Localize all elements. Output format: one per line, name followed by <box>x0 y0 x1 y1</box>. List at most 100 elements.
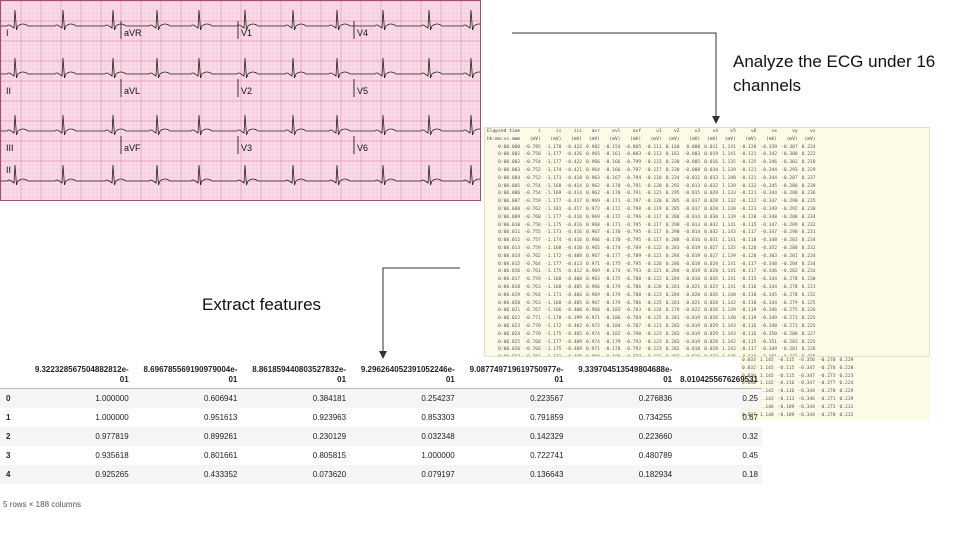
lead-label: III <box>6 143 14 153</box>
raw-cell: -0.122 <box>645 245 662 251</box>
raw-cell: 0.225 <box>801 300 816 306</box>
raw-cell: -1.173 <box>544 230 562 236</box>
raw-cell: 0.282 <box>665 347 680 353</box>
raw-cell: 0.028 <box>704 269 718 275</box>
raw-cell: -0.752 <box>524 167 541 173</box>
raw-cell: -0.123 <box>645 292 662 298</box>
feature-row: 3 0.935618 0.801661 0.805815 1.000000 0.72274… <box>0 446 762 465</box>
raw-cell: -0.184 <box>603 323 621 329</box>
raw-cell: 0.974 <box>586 331 600 337</box>
raw-column-header: iii <box>573 129 583 134</box>
raw-cell: -0.121 <box>645 269 662 275</box>
raw-cell: -0.417 <box>565 206 583 212</box>
raw-cell: 0.028 <box>704 199 718 205</box>
raw-cell: -0.273 <box>781 323 798 329</box>
feature-cell: 0.18 <box>742 470 758 479</box>
raw-ecg-table-overflow: 0.033 1.145 -0.115 -0.350 -0.270 0.229 0.032 1.… <box>740 357 930 421</box>
raw-cell: 0.037 <box>742 412 756 418</box>
raw-cell: 0.230 <box>801 277 816 283</box>
raw-cell: -1.168 <box>544 277 562 283</box>
raw-cell: -0.121 <box>645 323 662 329</box>
raw-cell: -1.168 <box>544 284 562 290</box>
raw-cell: -0.759 <box>524 277 541 283</box>
raw-cell: -0.120 <box>645 261 662 267</box>
raw-table-row: 0:00.010 -0.758 -1.175 -0.416 0.968 -0.171 -0.… <box>485 222 818 230</box>
raw-cell: -0.352 <box>760 245 778 251</box>
raw-table-row: 0:00.009 -0.760 -1.177 -0.416 0.969 -0.172 -0.… <box>485 214 818 222</box>
raw-cell: 0.974 <box>586 339 600 345</box>
raw-cell: -0.344 <box>760 284 778 290</box>
raw-cell: 0.032 <box>704 183 718 189</box>
raw-cell: 0.226 <box>801 347 816 353</box>
raw-cell: -0.183 <box>603 308 621 314</box>
raw-cell: -0.109 <box>777 404 795 410</box>
raw-cell: 0.232 <box>801 245 816 251</box>
feature-cell: 0.384181 <box>312 394 347 403</box>
raw-cell: 0:00.016 <box>498 269 521 275</box>
raw-cell: -0.278 <box>781 277 798 283</box>
raw-cell: -0.348 <box>760 214 778 220</box>
feature-column-header: 9.296264052391052246e-01 <box>360 365 455 384</box>
ecg-trace <box>1 57 486 79</box>
raw-cell: -0.118 <box>739 300 757 306</box>
raw-cell: -0.122 <box>645 277 662 283</box>
raw-cell: -0.351 <box>760 339 778 345</box>
raw-cell: -0.758 <box>524 222 541 228</box>
raw-cell: 0.962 <box>586 183 600 189</box>
raw-cell: 0.231 <box>801 230 816 236</box>
raw-cell: 1.143 <box>759 396 774 402</box>
raw-cell: -0.120 <box>645 199 662 205</box>
raw-cell: -0.797 <box>624 167 642 173</box>
raw-cell: -0.115 <box>739 222 757 228</box>
feature-cell: 0.480789 <box>638 451 673 460</box>
raw-cell: 0.971 <box>586 347 600 353</box>
raw-cell: -0.755 <box>524 230 541 236</box>
raw-cell: -0.406 <box>565 292 583 298</box>
raw-cell: 0:00.022 <box>498 316 521 322</box>
raw-cell: -0.015 <box>683 191 701 197</box>
raw-cell: -0.346 <box>760 160 778 166</box>
raw-cell: -0.019 <box>683 339 701 345</box>
raw-cell: 0.972 <box>586 323 600 329</box>
raw-cell: -1.170 <box>544 144 562 150</box>
feature-cell: 0.925265 <box>95 470 129 479</box>
lead-label: aVL <box>124 86 140 96</box>
raw-cell: 0.016 <box>704 160 718 166</box>
raw-table-row: 0:00.007 -0.759 -1.177 -0.417 0.969 -0.171 -0.… <box>485 198 818 206</box>
arrow-ecg-to-table <box>512 32 720 124</box>
raw-cell: -0.783 <box>624 308 642 314</box>
raw-cell: 1.141 <box>722 238 736 244</box>
raw-cell: -0.286 <box>781 183 798 189</box>
raw-cell: -0.270 <box>818 365 836 371</box>
raw-cell: 0:00.008 <box>498 206 521 212</box>
raw-cell: -0.273 <box>818 373 836 379</box>
raw-cell: -0.111 <box>645 144 662 150</box>
raw-cell: 0:00.010 <box>498 222 521 228</box>
raw-column-header: vx <box>771 129 778 134</box>
raw-cell: 0.028 <box>704 339 718 345</box>
feature-row: 0 1.000000 0.606941 0.384181 0.254237 0.22356… <box>0 388 762 408</box>
raw-table-header: Elapsed time i ii iii avr avl avf v1 v2 v3 v4 v5 v6 v… <box>485 128 818 136</box>
raw-cell: -0.767 <box>524 308 541 314</box>
raw-cell: -0.175 <box>603 261 621 267</box>
lead-label: V3 <box>241 143 252 153</box>
raw-cell: -0.408 <box>565 277 583 283</box>
raw-cell: 0:00.005 <box>498 183 521 189</box>
raw-cell: -1.168 <box>544 183 562 189</box>
lead-label: V5 <box>357 86 368 96</box>
raw-cell: 0.286 <box>665 261 680 267</box>
raw-cell: -0.116 <box>739 323 757 329</box>
feature-cell: 0.923963 <box>312 413 347 422</box>
raw-cell: -0.273 <box>781 316 798 322</box>
raw-table-row: 0:00.024 -0.770 -1.175 -0.405 0.974 -0.182 -0.… <box>485 331 818 339</box>
raw-cell: 0.236 <box>801 191 816 197</box>
raw-cell: 1.132 <box>722 199 736 205</box>
raw-cell: -0.422 <box>565 160 583 166</box>
raw-cell: -0.770 <box>524 323 541 329</box>
raw-cell: 0.019 <box>704 152 718 158</box>
raw-cell: -0.284 <box>781 261 798 267</box>
raw-cell: 0.290 <box>665 230 680 236</box>
raw-cell: 0.969 <box>586 269 600 275</box>
feature-cell: 0.182934 <box>638 470 673 479</box>
feature-column-header: 8.0104255676269531 <box>680 375 758 384</box>
